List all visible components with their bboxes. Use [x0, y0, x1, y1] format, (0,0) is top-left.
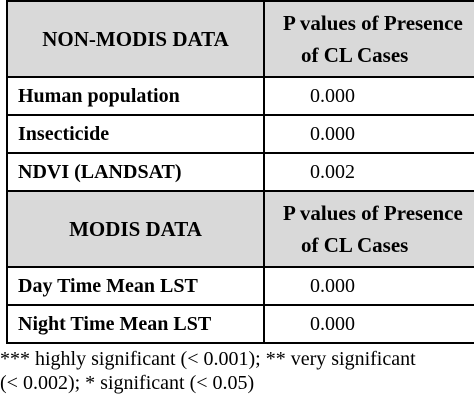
- row-value: 0.000: [263, 76, 474, 116]
- section-header-modis: MODIS DATA P values of Presence of CL Ca…: [6, 190, 474, 268]
- header-p-values: P values of Presence of CL Cases: [263, 0, 474, 78]
- table-row: Insecticide 0.000: [6, 114, 474, 154]
- row-label: Human population: [6, 76, 265, 116]
- header-p-values-line2: of CL Cases: [301, 233, 409, 257]
- row-value: 0.000: [263, 114, 474, 154]
- header-modis-data: MODIS DATA: [6, 190, 265, 268]
- table-row: Night Time Mean LST 0.000: [6, 304, 474, 344]
- row-label: NDVI (LANDSAT): [6, 152, 265, 192]
- table-row: Day Time Mean LST 0.000: [6, 266, 474, 306]
- significance-table-container: NON-MODIS DATA P values of Presence of C…: [6, 0, 474, 344]
- significance-table: NON-MODIS DATA P values of Presence of C…: [6, 0, 474, 344]
- significance-footnote: *** highly significant (< 0.001); ** ver…: [0, 347, 474, 395]
- table-row: Human population 0.000: [6, 76, 474, 116]
- footnote-line1: *** highly significant (< 0.001); ** ver…: [0, 348, 416, 370]
- row-value: 0.000: [263, 266, 474, 306]
- table-row: NDVI (LANDSAT) 0.002: [6, 152, 474, 192]
- row-value: 0.002: [263, 152, 474, 192]
- row-label: Day Time Mean LST: [6, 266, 265, 306]
- footnote-line2: (< 0.002); * significant (< 0.05): [0, 372, 255, 394]
- header-p-values-line1: P values of Presence: [283, 201, 463, 225]
- header-non-modis-data: NON-MODIS DATA: [6, 0, 265, 78]
- header-p-values-line2: of CL Cases: [301, 43, 409, 67]
- row-label: Insecticide: [6, 114, 265, 154]
- row-label: Night Time Mean LST: [6, 304, 265, 344]
- header-p-values-line1: P values of Presence: [283, 11, 463, 35]
- row-value: 0.000: [263, 304, 474, 344]
- header-p-values: P values of Presence of CL Cases: [263, 190, 474, 268]
- section-header-non-modis: NON-MODIS DATA P values of Presence of C…: [6, 0, 474, 78]
